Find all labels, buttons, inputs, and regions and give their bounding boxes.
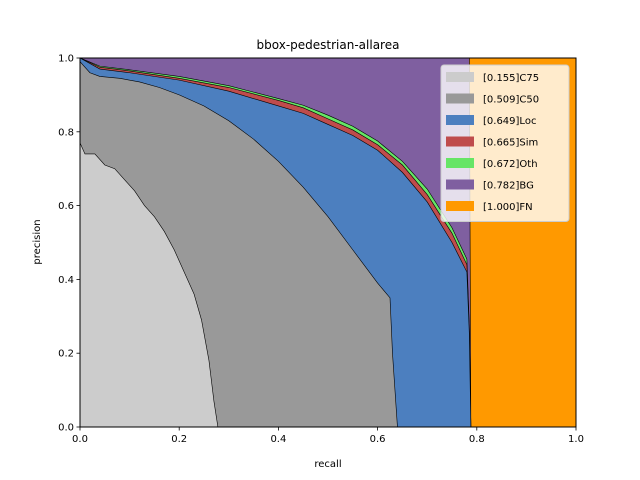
legend-swatch	[446, 179, 474, 190]
y-tick-label: 1.0	[58, 54, 74, 65]
legend-swatch	[446, 158, 474, 168]
x-tick-label: 1.0	[568, 434, 584, 445]
y-axis-ticks: 0.0 0.2 0.4 0.6 0.8 1.0	[58, 54, 80, 434]
legend-swatch	[446, 201, 474, 211]
legend: [0.155]C75 [0.509]C50 [0.649]Loc [0.665]Sim…	[440, 64, 570, 222]
legend-swatch	[446, 136, 474, 147]
legend-label: [0.672]Oth	[483, 159, 538, 170]
legend-swatch	[446, 115, 474, 125]
legend-swatch	[446, 72, 474, 82]
y-axis-label: precision	[32, 219, 43, 264]
x-tick-label: 0.6	[370, 434, 386, 445]
x-axis-label: recall	[314, 459, 341, 470]
legend-label: [0.782]BG	[483, 181, 534, 192]
y-tick-label: 0.8	[58, 127, 74, 138]
x-tick-label: 0.8	[469, 434, 485, 445]
legend-label: [0.155]C75	[483, 73, 539, 84]
x-axis-ticks: 0.0 0.2 0.4 0.6 0.8 1.0	[72, 427, 584, 445]
y-tick-label: 0.6	[58, 201, 74, 212]
legend-label: [0.665]Sim	[483, 138, 538, 149]
area-0-155-c75	[79, 142, 219, 428]
legend-label: [0.509]C50	[483, 95, 539, 106]
chart-title: bbox-pedestrian-allarea	[257, 38, 400, 52]
y-tick-label: 0.0	[58, 423, 74, 434]
x-tick-label: 0.0	[72, 434, 88, 445]
legend-label: [0.649]Loc	[483, 116, 536, 127]
legend-swatch	[446, 93, 474, 104]
area-layers	[79, 57, 577, 428]
y-tick-label: 0.4	[58, 275, 74, 286]
x-tick-label: 0.4	[270, 434, 286, 445]
plot-frame	[79, 57, 577, 428]
x-tick-label: 0.2	[171, 434, 187, 445]
y-tick-label: 0.2	[58, 349, 74, 360]
legend-label: [1.000]FN	[483, 202, 533, 213]
